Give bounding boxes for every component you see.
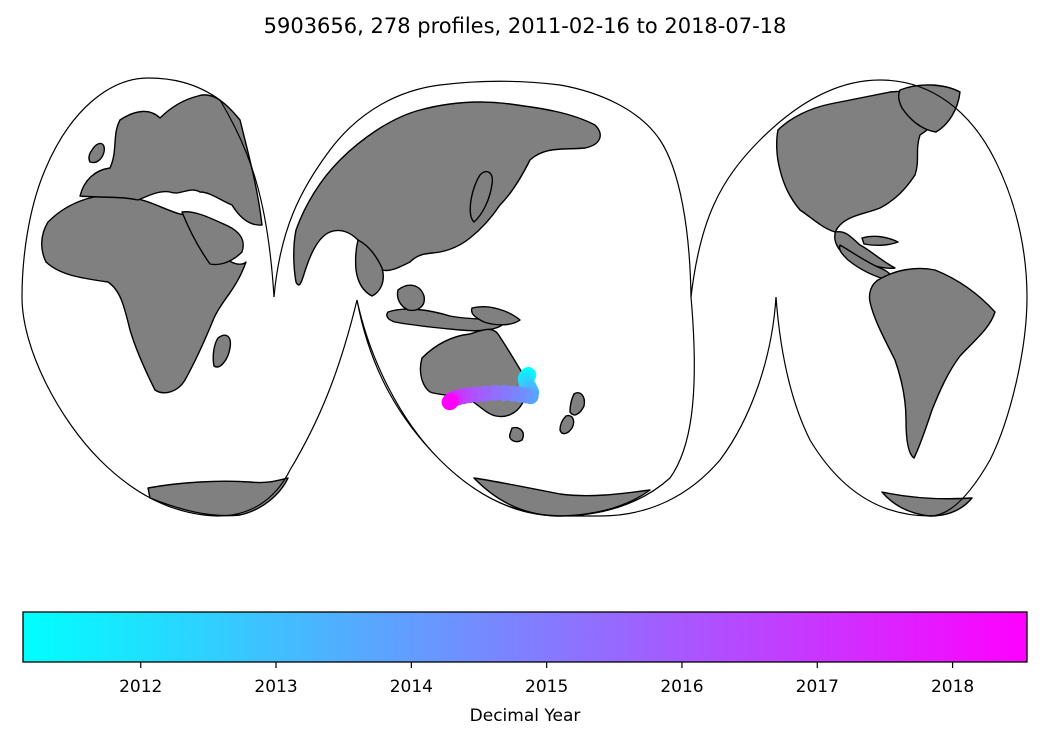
nz-south-land: [559, 414, 575, 435]
greenland-land: [897, 84, 961, 133]
colorbar-gradient: [22, 611, 1028, 663]
projection-outline: [21, 77, 1028, 517]
land-masses: [41, 84, 996, 517]
madagascar-land: [212, 334, 232, 368]
map-title: 5903656, 278 profiles, 2011-02-16 to 201…: [264, 14, 787, 38]
colorbar-tick-label: 2017: [796, 677, 839, 697]
asia-land: [293, 101, 601, 286]
europe-land: [79, 94, 263, 226]
indochina-land: [354, 239, 384, 297]
float-track: [441, 367, 540, 411]
colorbar-ticks: 2012 2013 2014 2015 2016 2017 2018: [119, 662, 974, 697]
south-america-land: [868, 267, 996, 459]
colorbar-tick-label: 2016: [660, 677, 703, 697]
colorbar-tick-label: 2018: [931, 677, 974, 697]
japan-land: [469, 170, 494, 223]
africa-land: [41, 194, 247, 394]
projection-outline-segment: [273, 80, 692, 298]
colorbar-label: Decimal Year: [470, 706, 581, 726]
world-map: [21, 77, 1028, 517]
colorbar: 2012 2013 2014 2015 2016 2017 2018 Decimal Yea…: [22, 611, 1028, 726]
arabia-land: [181, 211, 244, 266]
tasmania-land: [509, 426, 524, 443]
australia-land: [419, 328, 527, 418]
colorbar-tick-label: 2014: [390, 677, 433, 697]
projection-outline-segment: [21, 77, 1028, 517]
profile-point: [441, 394, 458, 411]
antarctica-lobe3-land: [881, 491, 973, 517]
colorbar-tick-label: 2012: [119, 677, 162, 697]
borneo-land: [396, 284, 425, 312]
antarctica-lobe2-land: [473, 477, 651, 517]
uk-land: [88, 142, 106, 164]
antarctica-lobe1-land: [147, 477, 289, 517]
colorbar-tick-label: 2013: [254, 677, 297, 697]
colorbar-tick-label: 2015: [525, 677, 568, 697]
cuba-land: [861, 235, 899, 247]
nz-north-land: [569, 392, 586, 416]
newguinea-land: [470, 306, 521, 326]
